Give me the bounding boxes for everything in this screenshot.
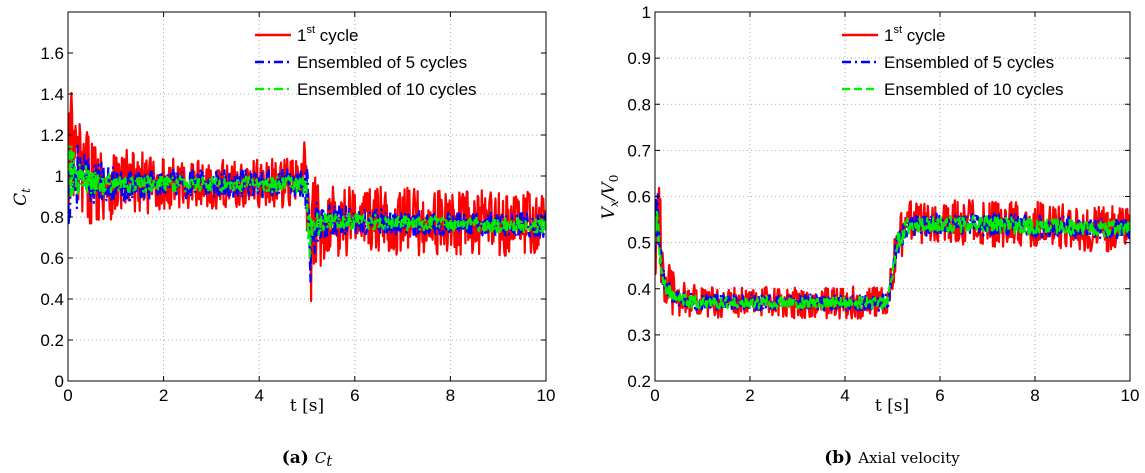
panel-a-series xyxy=(68,91,546,303)
panel-b-ticks: 0 2 4 6 8 10 0.2 0.3 0.4 0.5 0.6 0.7 0.8 0.9 1 xyxy=(627,3,1139,405)
y-tick-label: 0.5 xyxy=(627,234,651,253)
x-tick-label: 2 xyxy=(745,386,754,405)
x-tick-label: 6 xyxy=(350,386,359,405)
legend-label-3: Ensembled of 10 cycles xyxy=(297,80,477,99)
y-tick-label: 0.6 xyxy=(627,188,651,207)
panel-a-legend: 1st cycle Ensembled of 5 cycles Ensembled … xyxy=(255,24,477,99)
legend-label-base: 1 xyxy=(884,26,893,45)
series-line-2 xyxy=(68,144,546,283)
legend-label-2: Ensembled of 5 cycles xyxy=(297,53,467,72)
panel-b-xlabel: t [s] xyxy=(875,396,909,416)
panel-b-series xyxy=(655,186,1130,320)
legend-label-base: 1 xyxy=(297,26,306,45)
y-tick-label: 0.3 xyxy=(627,326,651,345)
x-tick-label: 10 xyxy=(537,386,556,405)
y-tick-label: 0.8 xyxy=(627,95,651,114)
x-tick-label: 8 xyxy=(1030,386,1039,405)
x-tick-label: 4 xyxy=(840,386,849,405)
x-tick-label: 0 xyxy=(63,386,72,405)
x-tick-label: 4 xyxy=(254,386,263,405)
legend-label-1: 1st cycle xyxy=(884,24,946,45)
y-tick-label: 0.8 xyxy=(40,208,64,227)
legend-label-1: 1st cycle xyxy=(297,24,359,45)
y-tick-label: 1.4 xyxy=(40,85,64,104)
legend-label-sup: st xyxy=(893,24,902,36)
panel-b-caption: (b) Axial velocity xyxy=(824,448,960,468)
series-line-3 xyxy=(68,144,546,258)
x-tick-label: 8 xyxy=(446,386,455,405)
panel-a-axes-box xyxy=(67,11,547,382)
y-tick-label: 0.2 xyxy=(627,372,651,391)
panel-a-ylabel: Ct xyxy=(11,188,33,206)
legend-label-3: Ensembled of 10 cycles xyxy=(884,80,1064,99)
panel-b-axial-velocity: 0 2 4 6 8 10 0.2 0.3 0.4 0.5 0.6 0.7 0.8 0.9 1 t [s] V… xyxy=(599,3,1139,468)
panel-b-ylabel: Vx/V0 xyxy=(599,175,621,220)
legend-label-rest: cycle xyxy=(902,26,945,45)
panel-a-xlabel: t [s] xyxy=(290,396,324,416)
x-tick-label: 10 xyxy=(1121,386,1140,405)
y-tick-label: 1 xyxy=(642,3,651,22)
y-tick-label: 0 xyxy=(55,372,64,391)
y-tick-label: 0.4 xyxy=(627,280,651,299)
x-tick-label: 6 xyxy=(935,386,944,405)
series-line-3 xyxy=(655,210,1130,310)
y-tick-label: 1 xyxy=(55,167,64,186)
y-tick-label: 0.9 xyxy=(627,49,651,68)
y-tick-label: 0.2 xyxy=(40,331,64,350)
legend-label-sup: st xyxy=(306,24,315,36)
y-tick-label: 0.7 xyxy=(627,141,651,160)
legend-label-2: Ensembled of 5 cycles xyxy=(884,53,1054,72)
x-tick-label: 0 xyxy=(650,386,659,405)
panel-b-legend: 1st cycle Ensembled of 5 cycles Ensembled … xyxy=(842,24,1064,99)
panel-a-ticks: 0 2 4 6 8 10 0 0.2 0.4 0.6 0.8 1 1.2 1.4 1.6 xyxy=(40,12,555,405)
panel-a-caption: (a) Ct xyxy=(282,448,334,470)
y-tick-label: 0.6 xyxy=(40,249,64,268)
legend-label-rest: cycle xyxy=(315,26,358,45)
y-tick-label: 1.6 xyxy=(40,44,64,63)
y-tick-label: 0.4 xyxy=(40,290,64,309)
y-tick-label: 1.2 xyxy=(40,126,64,145)
panel-b-grid xyxy=(655,12,1130,381)
x-tick-label: 2 xyxy=(159,386,168,405)
